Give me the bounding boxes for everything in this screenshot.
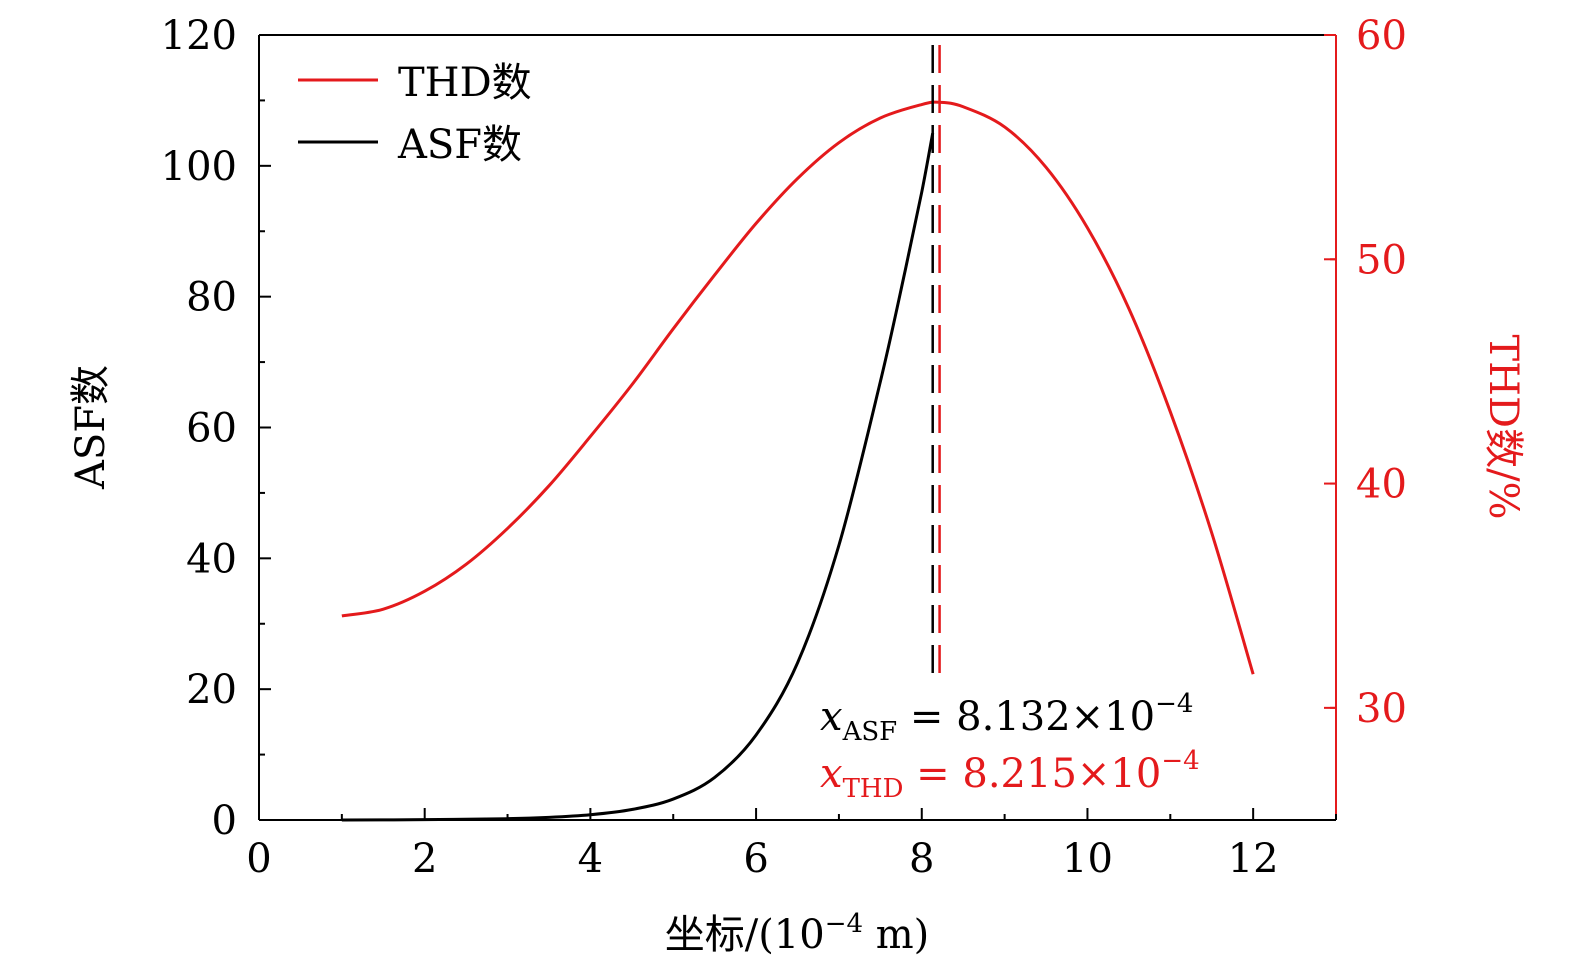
y-right-tick-label: 50 (1356, 237, 1407, 283)
x-tick-label: 10 (1062, 836, 1113, 882)
series-line-asf (341, 132, 935, 822)
y-axis-left-title: ASF数 (68, 365, 114, 490)
x-tick-label: 6 (743, 836, 768, 882)
annotation-asf-sup: −4 (1155, 689, 1193, 719)
x-axis-title: 坐标/(10−4 m) (665, 909, 930, 958)
annotation-thd-sup: −4 (1161, 746, 1199, 776)
x-tick-label: 8 (909, 836, 934, 882)
y-left-tick-label: 60 (186, 406, 237, 452)
y-left-tick-label: 20 (186, 667, 237, 713)
y-left-tick-label: 0 (212, 798, 237, 844)
legend-label-asf: ASF数 (397, 122, 522, 168)
x-axis-title-exp: −4 (825, 909, 863, 939)
legend-label-thd: THD数 (398, 60, 532, 106)
annotation-asf-text: = 8.132×10 (897, 694, 1155, 740)
series-line-thd (341, 100, 1255, 675)
x-axis-title-main: 坐标/(10 (665, 912, 825, 958)
y-left-tick-label: 80 (186, 275, 237, 321)
annotation-thd: xTHD = 8.215×10−4 (820, 746, 1200, 804)
x-axis-title-unit: m) (863, 912, 929, 958)
y-axis-right-title: THD数/% (1480, 334, 1526, 519)
annotation-thd-text: = 8.215×10 (903, 751, 1161, 797)
annotation-thd-sub: THD (843, 774, 904, 804)
y-right-tick-label: 40 (1356, 462, 1407, 508)
x-tick-label: 0 (246, 836, 271, 882)
annotation-asf-sub: ASF (842, 717, 898, 747)
x-tick-label: 4 (578, 836, 603, 882)
vline-layer (931, 45, 941, 685)
y-left-tick-label: 40 (186, 536, 237, 582)
annotation-asf-var: x (820, 694, 843, 740)
y-left-tick-label: 120 (161, 13, 237, 59)
annotation-asf: xASF = 8.132×10−4 (820, 689, 1193, 747)
y-left-tick-label: 100 (161, 144, 237, 190)
series-layer (341, 100, 1255, 822)
y-right-tick-label: 60 (1356, 13, 1407, 59)
x-tick-label: 12 (1228, 836, 1279, 882)
legend: THD数 ASF数 (298, 60, 532, 168)
y-right-tick-label: 30 (1356, 686, 1407, 732)
annotation-thd-var: x (820, 751, 843, 797)
x-tick-label: 2 (412, 836, 437, 882)
